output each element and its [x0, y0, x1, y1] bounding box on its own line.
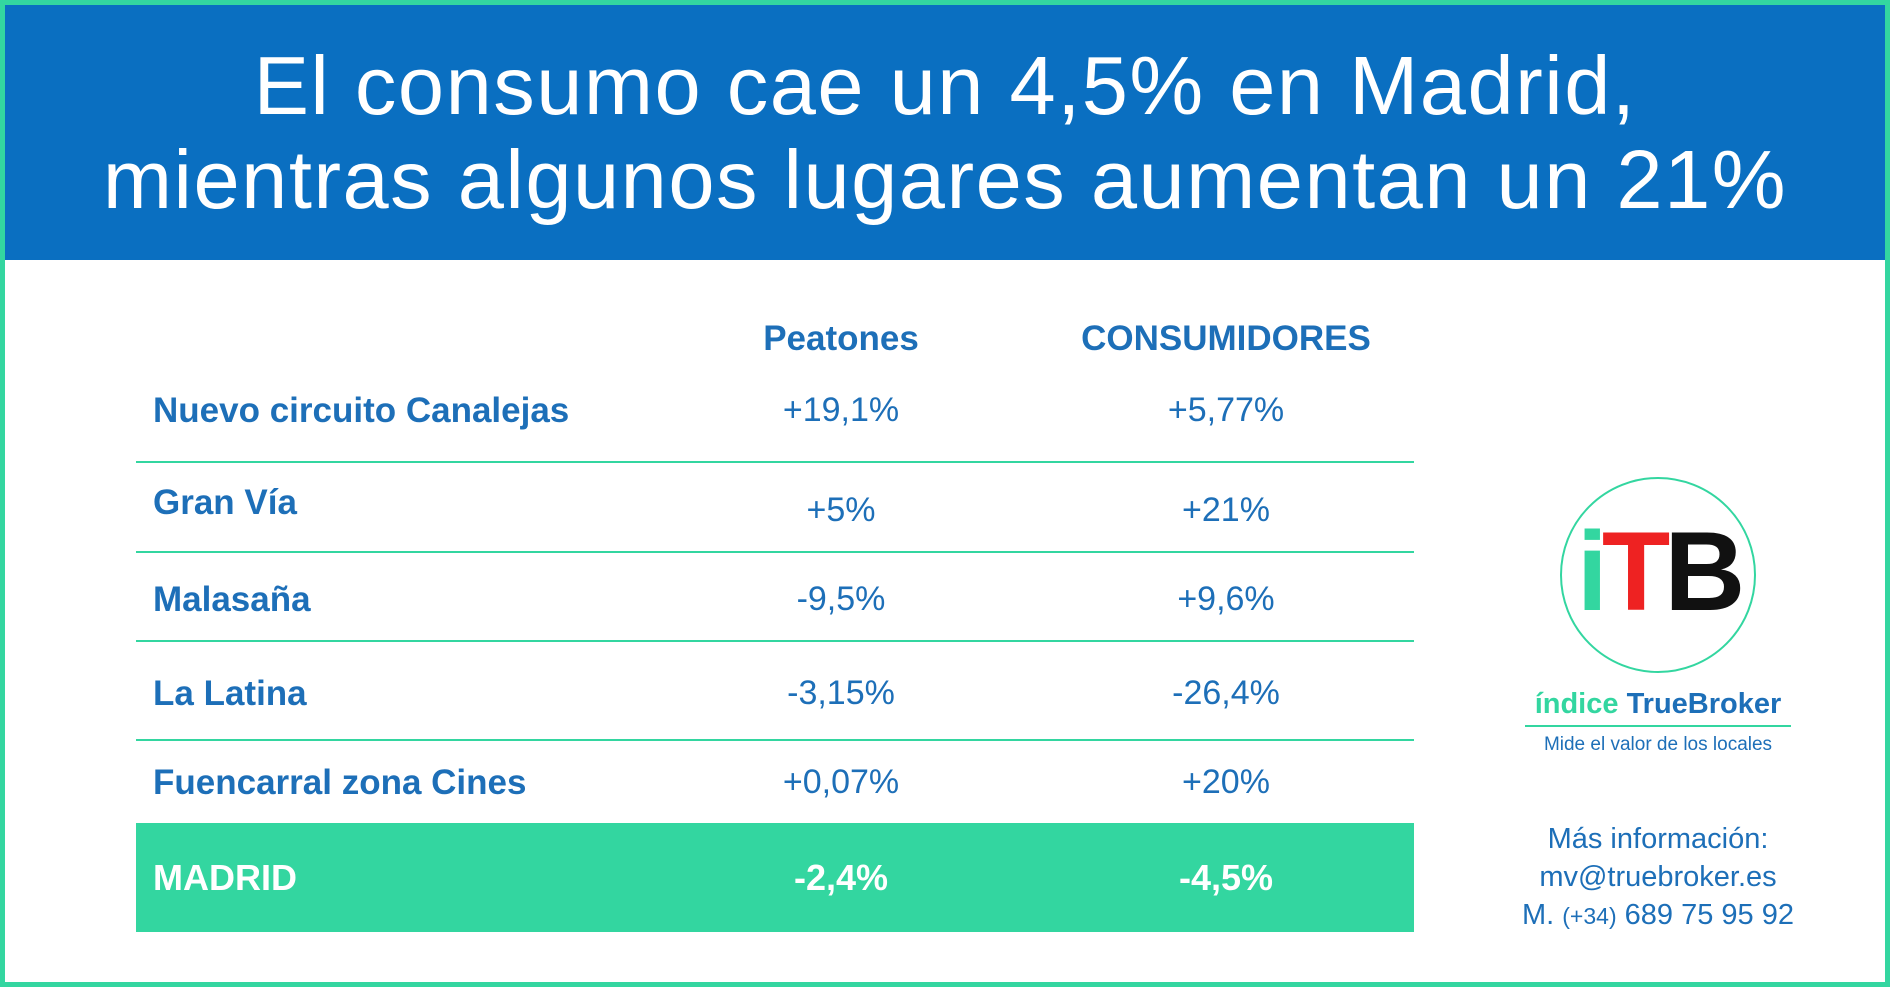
contact-label: Más información:: [1547, 823, 1769, 855]
row-peatones: +0,07%: [782, 763, 900, 801]
row-peatones: -3,15%: [787, 674, 895, 712]
row-place: La Latina: [153, 674, 307, 713]
row-place: Fuencarral zona Cines: [153, 763, 527, 802]
table-row: La Latina -3,15% -26,4%: [136, 642, 1414, 741]
row-consumidores: +21%: [1182, 491, 1270, 529]
total-peatones: -2,4%: [793, 857, 889, 898]
row-peatones: +5%: [806, 491, 876, 529]
column-header-peatones: Peatones: [763, 319, 919, 358]
row-consumidores: +20%: [1182, 763, 1270, 801]
phone-code: (+34): [1562, 903, 1617, 929]
brand-indice: índice: [1534, 688, 1619, 720]
header-banner: El consumo cae un 4,5% en Madrid, mientr…: [5, 5, 1885, 260]
headline-line-2: mientras algunos lugares aumentan un 21%: [102, 132, 1788, 226]
row-place: Gran Vía: [153, 483, 297, 522]
brand-name: índice TrueBroker: [1525, 688, 1791, 727]
row-place: Malasaña: [153, 580, 311, 619]
row-consumidores: +9,6%: [1177, 580, 1275, 618]
total-consumidores: -4,5%: [1178, 857, 1274, 898]
phone-number: 689 75 95 92: [1624, 899, 1794, 931]
row-place: Nuevo circuito Canalejas: [153, 391, 570, 430]
table-row: Nuevo circuito Canalejas +19,1% +5,77%: [136, 373, 1414, 463]
brand-truebroker: TrueBroker: [1626, 688, 1782, 720]
itb-logo: iTB: [1560, 477, 1756, 673]
contact-phone: M. (+34) 689 75 95 92: [1485, 896, 1831, 935]
table-row: Malasaña -9,5% +9,6%: [136, 553, 1414, 642]
phone-prefix: M.: [1521, 899, 1555, 931]
contact-email: mv@truebroker.es: [1539, 861, 1777, 893]
row-peatones: +19,1%: [782, 391, 900, 429]
row-consumidores: +5,77%: [1167, 391, 1285, 429]
row-peatones: -9,5%: [796, 580, 886, 618]
itb-logo-letters: iTB: [1562, 507, 1754, 637]
brand-tagline: Mide el valor de los locales: [1543, 734, 1773, 755]
column-header-consumidores: CONSUMIDORES: [1081, 319, 1371, 358]
data-table: Peatones CONSUMIDORES Nuevo circuito Can…: [136, 301, 1414, 932]
table-row: Fuencarral zona Cines +0,07% +20%: [136, 741, 1414, 823]
contact-info: Más información: mv@truebroker.es M. (+3…: [1485, 820, 1831, 935]
total-place: MADRID: [153, 857, 297, 898]
logo-letter-i: i: [1576, 509, 1608, 634]
headline-line-1: El consumo cae un 4,5% en Madrid,: [253, 38, 1637, 132]
table-header: Peatones CONSUMIDORES: [136, 301, 1414, 373]
logo-letter-t: T: [1601, 509, 1670, 634]
total-row-madrid: MADRID -2,4% -4,5%: [136, 823, 1414, 932]
logo-letter-b: B: [1664, 509, 1745, 634]
table-row: Gran Vía +5% +21%: [136, 463, 1414, 553]
row-consumidores: -26,4%: [1172, 674, 1280, 712]
